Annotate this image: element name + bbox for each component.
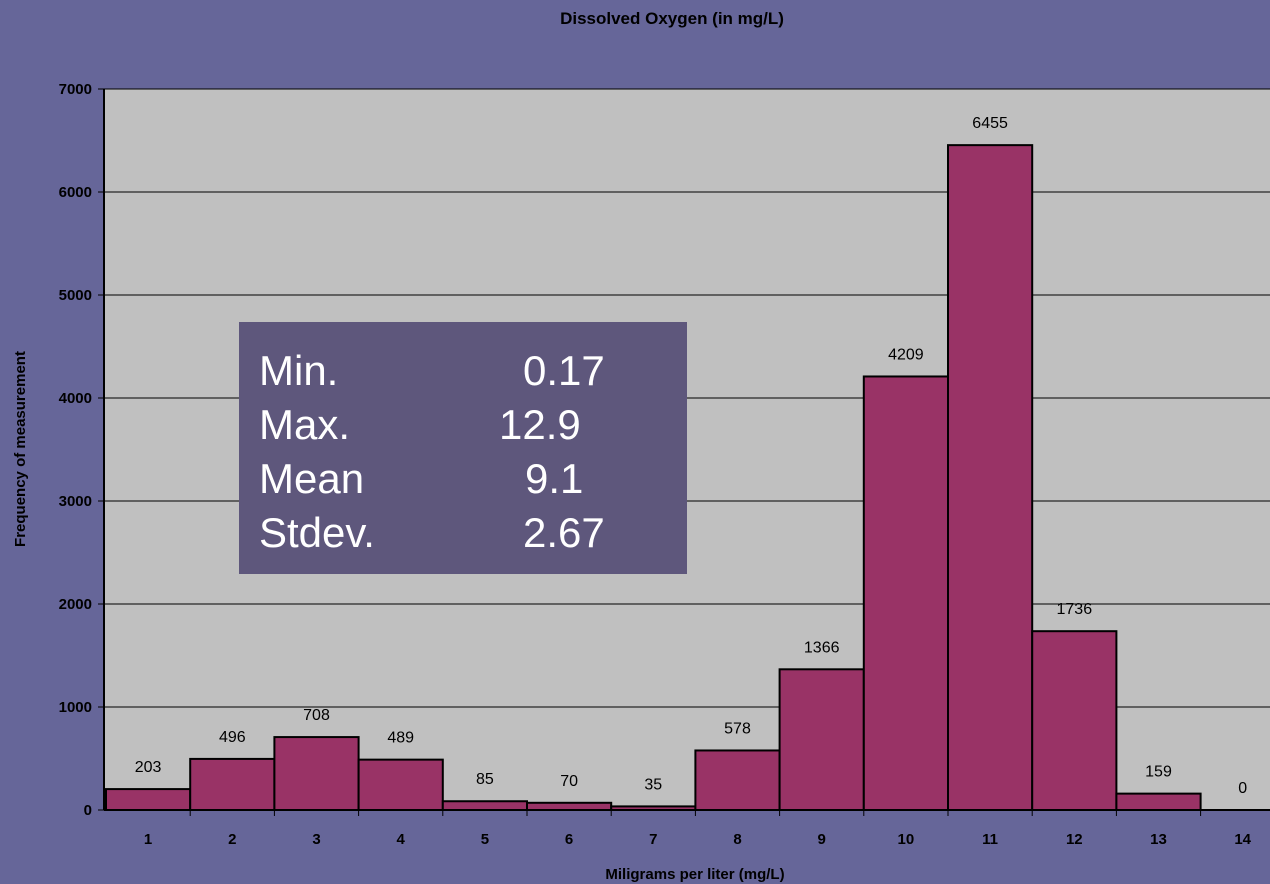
summary-stats-box: Min. 0.17 Max. 12.9 Mean 9.1 Stdev. 2.67 bbox=[239, 322, 687, 574]
x-tick-label: 9 bbox=[818, 831, 826, 848]
data-label: 489 bbox=[387, 730, 414, 747]
data-label: 70 bbox=[560, 773, 578, 790]
x-tick-label: 13 bbox=[1150, 831, 1167, 848]
x-tick-label: 8 bbox=[733, 831, 741, 848]
x-tick-label: 1 bbox=[144, 831, 152, 848]
bars: 203 496 708 489 85 70 35 578 1366 4209 6455 1736 159… bbox=[105, 115, 1247, 812]
y-tick-label: 3000 bbox=[59, 493, 92, 510]
x-tick-label: 6 bbox=[565, 831, 573, 848]
bar bbox=[441, 800, 528, 811]
stat-label-mean: Mean bbox=[259, 455, 365, 502]
stat-row-mean: Mean 9.1 bbox=[259, 452, 687, 506]
bar bbox=[357, 758, 444, 811]
data-label: 203 bbox=[135, 759, 162, 776]
bar bbox=[778, 668, 865, 811]
x-tick-label: 12 bbox=[1066, 831, 1083, 848]
x-tick-label: 2 bbox=[228, 831, 236, 848]
bar bbox=[947, 144, 1034, 811]
data-label: 496 bbox=[219, 729, 246, 746]
bar bbox=[105, 788, 192, 812]
stat-row-max: Max. 12.9 bbox=[259, 398, 687, 452]
y-tick-label: 0 bbox=[84, 802, 92, 819]
x-tick-label: 3 bbox=[312, 831, 320, 848]
stat-label-stdev: Stdev. bbox=[259, 509, 375, 556]
x-tick-label: 5 bbox=[481, 831, 489, 848]
y-tick-label: 6000 bbox=[59, 184, 92, 201]
y-axis-label: Frequency of measurement bbox=[12, 351, 29, 547]
data-label: 1366 bbox=[804, 639, 840, 656]
stat-value-mean: 9.1 bbox=[525, 455, 584, 502]
stat-label-min: Min. bbox=[259, 347, 339, 394]
bar bbox=[862, 375, 949, 811]
x-tick-label: 14 bbox=[1234, 831, 1251, 848]
stat-value-min: 0.17 bbox=[523, 347, 605, 394]
data-label: 85 bbox=[476, 771, 494, 788]
data-label: 1736 bbox=[1057, 601, 1093, 618]
y-tick-label: 4000 bbox=[59, 390, 92, 407]
bar bbox=[1115, 792, 1202, 811]
x-tick-label: 7 bbox=[649, 831, 657, 848]
stat-row-stdev: Stdev. 2.67 bbox=[259, 506, 687, 560]
bar bbox=[189, 757, 276, 811]
data-label: 0 bbox=[1238, 780, 1247, 797]
stat-row-min: Min. 0.17 bbox=[259, 344, 687, 398]
data-label: 6455 bbox=[972, 115, 1008, 132]
y-tick-label: 5000 bbox=[59, 287, 92, 304]
data-label: 159 bbox=[1145, 764, 1172, 781]
data-label: 35 bbox=[644, 776, 662, 793]
y-tick-label: 2000 bbox=[59, 596, 92, 613]
x-axis-label: Miligrams per liter (mg/L) bbox=[605, 866, 784, 883]
stat-value-stdev: 2.67 bbox=[523, 509, 605, 556]
data-label: 4209 bbox=[888, 346, 924, 363]
stat-value-max: 12.9 bbox=[499, 401, 581, 448]
y-tick-label: 1000 bbox=[59, 699, 92, 716]
stat-label-max: Max. bbox=[259, 401, 351, 448]
bar bbox=[694, 749, 781, 812]
bar bbox=[1031, 630, 1118, 812]
x-tick-label: 4 bbox=[397, 831, 406, 848]
x-tick-label: 10 bbox=[898, 831, 915, 848]
bar bbox=[526, 801, 613, 811]
x-tick-label: 11 bbox=[982, 831, 998, 848]
data-label: 578 bbox=[724, 720, 751, 737]
bar bbox=[273, 736, 360, 811]
data-label: 708 bbox=[303, 707, 330, 724]
chart-title: Dissolved Oxygen (in mg/L) bbox=[560, 9, 784, 28]
y-tick-label: 7000 bbox=[59, 81, 92, 98]
